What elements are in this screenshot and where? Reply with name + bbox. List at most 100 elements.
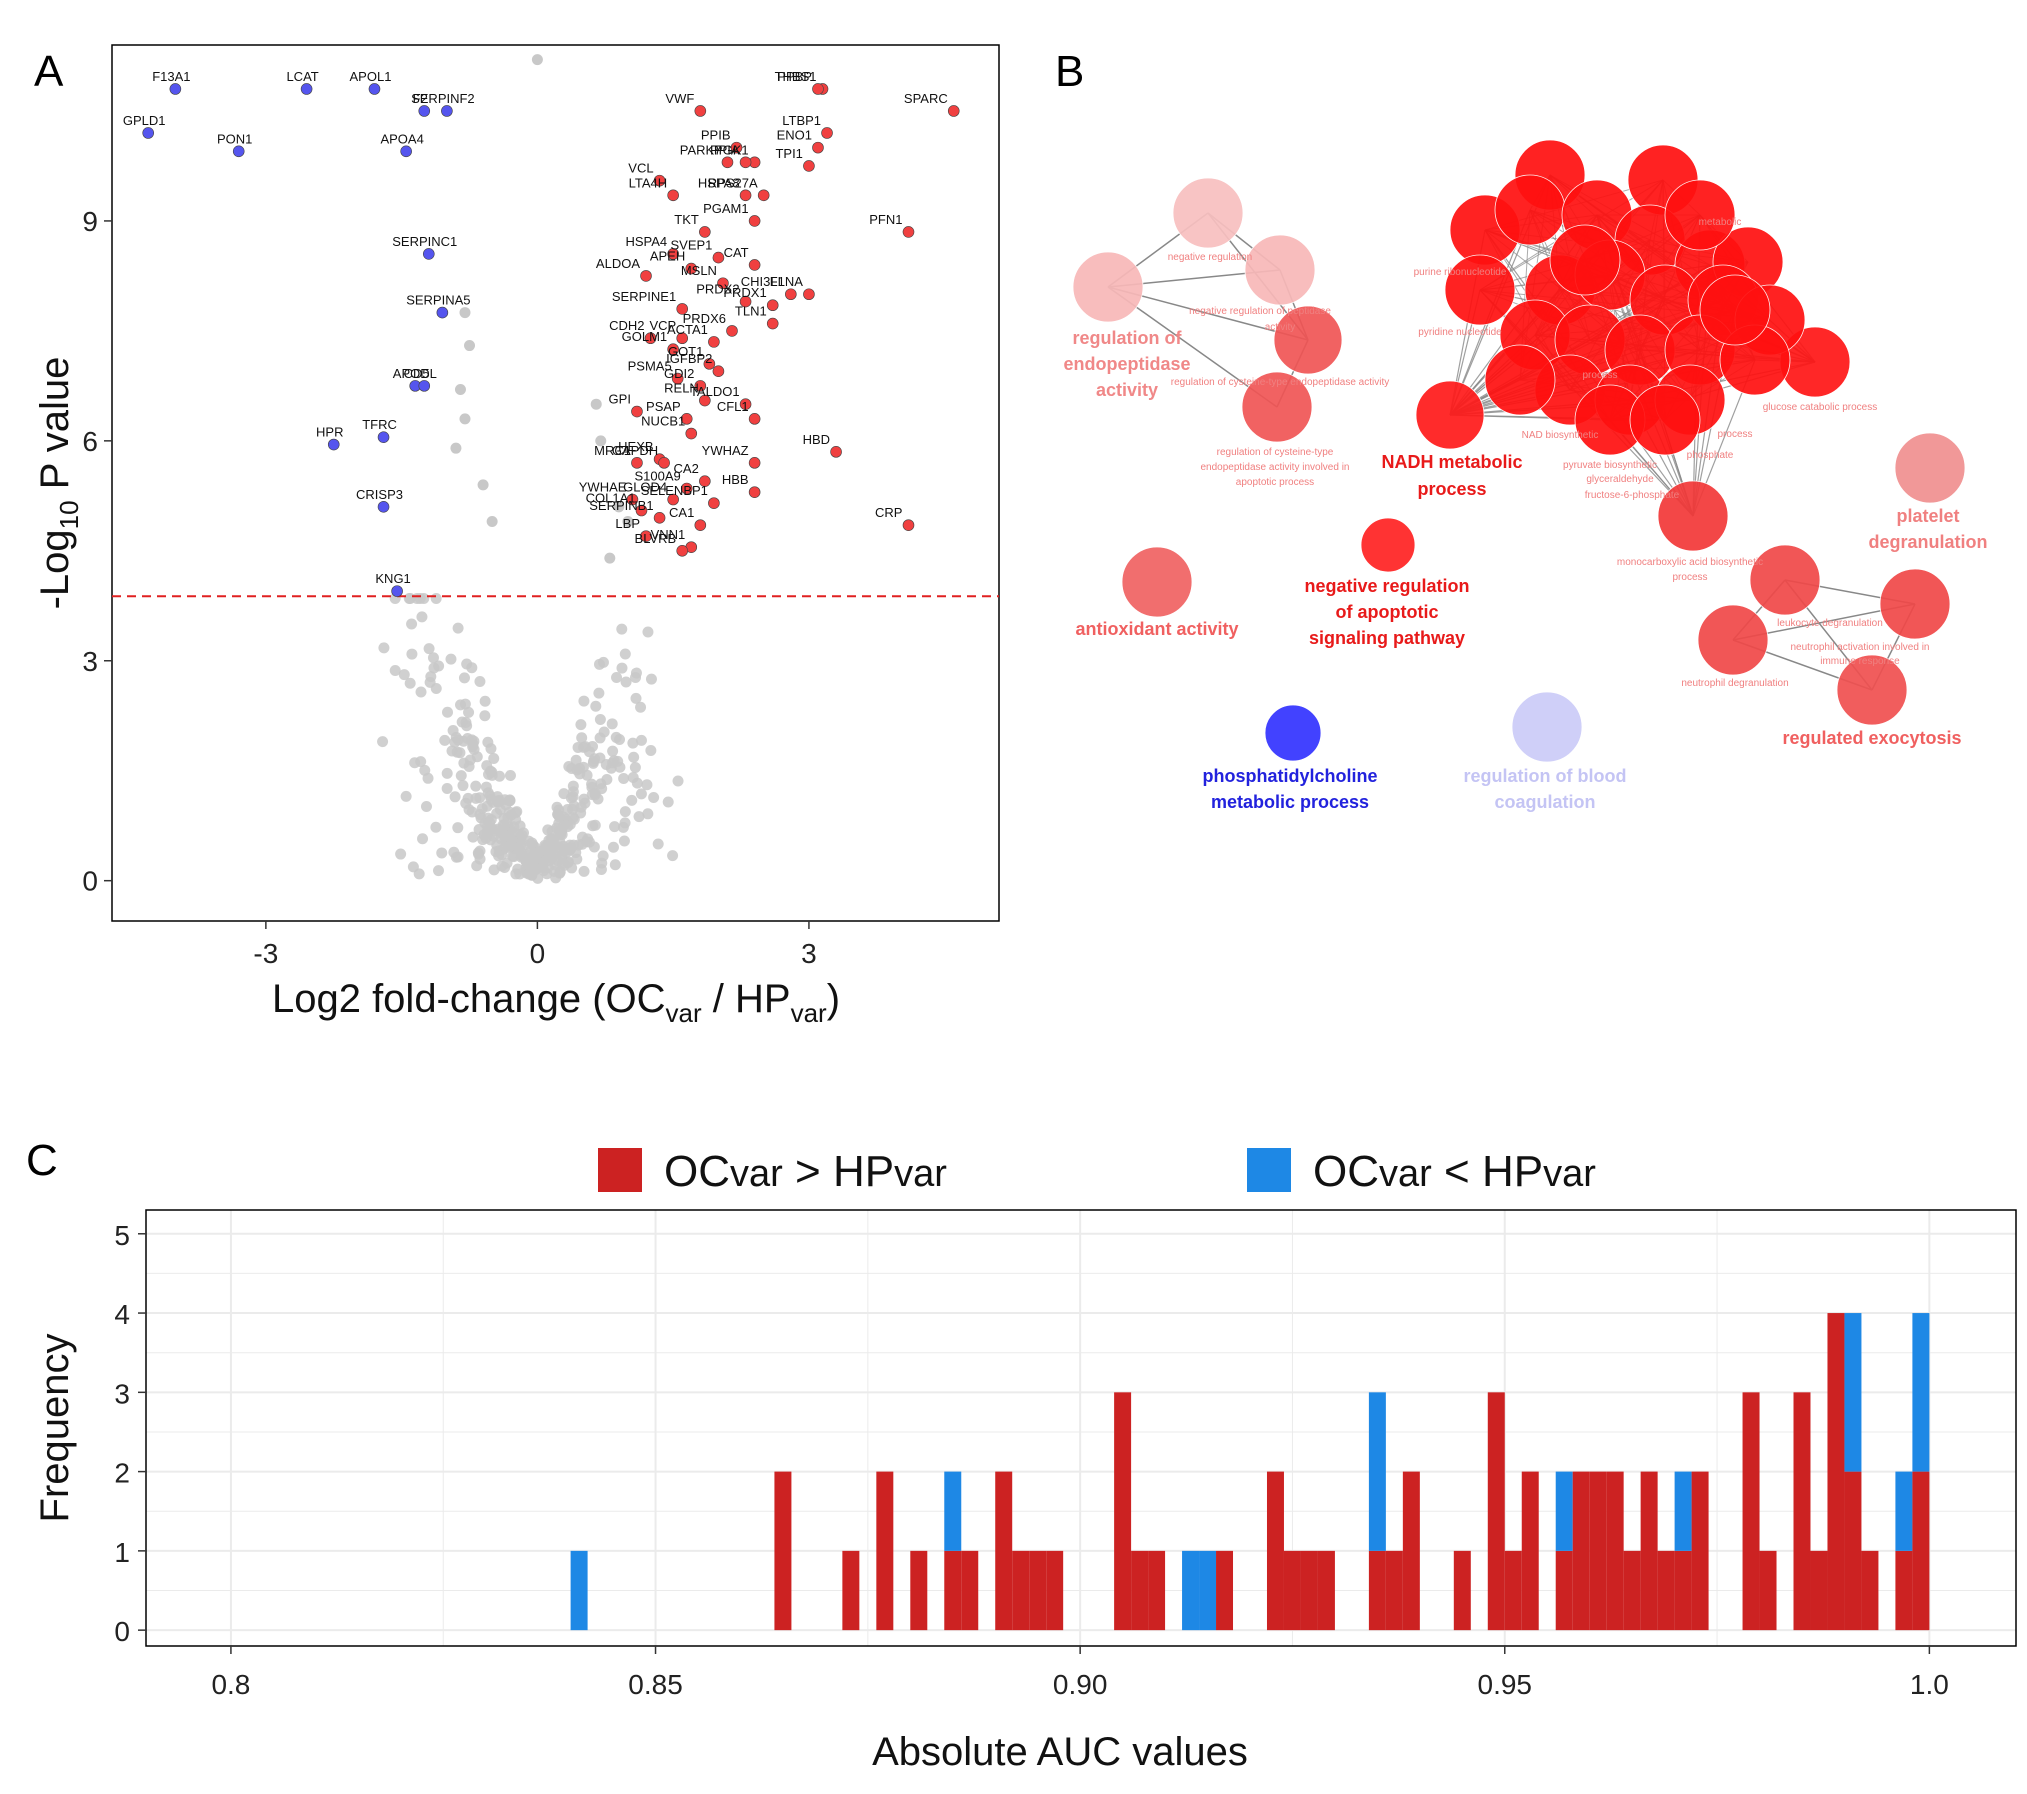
bar-down bbox=[1912, 1313, 1930, 1472]
y-tick-label: 6 bbox=[82, 426, 98, 457]
label-tln1: TLN1 bbox=[735, 304, 767, 319]
label-ca1: CA1 bbox=[669, 505, 694, 520]
legend-down-sub2: var bbox=[1543, 1153, 1596, 1195]
bar-up bbox=[910, 1550, 928, 1631]
ns-point bbox=[441, 783, 453, 795]
label-apoptotic-2: of apoptotic bbox=[1336, 602, 1439, 622]
point-eno1 bbox=[812, 141, 824, 154]
point-psap bbox=[680, 413, 693, 425]
label-vnn1: VNN1 bbox=[651, 527, 686, 542]
bar-down bbox=[1895, 1471, 1913, 1551]
point-ca2 bbox=[699, 475, 711, 487]
ns-point bbox=[514, 868, 526, 880]
ns-point bbox=[404, 677, 416, 689]
legend-down-main: OC bbox=[1313, 1147, 1379, 1196]
small-label-neutro-activation: neutrophil activation involved in bbox=[1791, 642, 1930, 653]
ns-point bbox=[613, 501, 625, 513]
ns-point bbox=[454, 747, 466, 759]
point-cdh2 bbox=[644, 332, 657, 345]
ns-point bbox=[425, 671, 437, 683]
ns-point bbox=[504, 769, 516, 781]
point-tpi1 bbox=[803, 160, 815, 172]
network-node bbox=[1749, 544, 1821, 616]
ns-point bbox=[561, 846, 573, 858]
ns-point bbox=[407, 861, 419, 873]
label-endopeptidase-1: regulation of bbox=[1073, 328, 1183, 348]
ns-point bbox=[575, 801, 587, 813]
label-lcat: LCAT bbox=[286, 69, 318, 84]
panel-a-letter: A bbox=[34, 47, 64, 96]
ns-point bbox=[642, 626, 654, 638]
point-ppbp bbox=[812, 83, 824, 95]
bar-up bbox=[842, 1550, 860, 1631]
small-label-cysteine-1: regulation of cysteine-type endopeptidas… bbox=[1171, 377, 1389, 388]
point-serpinb1 bbox=[653, 512, 666, 524]
legend-swatch-down bbox=[1247, 1148, 1291, 1192]
point-lcat bbox=[300, 83, 313, 95]
bar-up bbox=[1012, 1550, 1030, 1631]
label-glod4: GLOD4 bbox=[623, 479, 667, 494]
small-label-pyruvate: pyruvate biosynthetic bbox=[1563, 460, 1657, 471]
label-hbd: HBD bbox=[803, 432, 830, 447]
ns-point bbox=[430, 821, 442, 833]
bar-up bbox=[1266, 1471, 1284, 1631]
network-node bbox=[1444, 254, 1516, 326]
point-nucb1 bbox=[685, 427, 698, 440]
bar-up bbox=[1895, 1550, 1913, 1631]
label-got1: GOT1 bbox=[668, 344, 703, 359]
point-gpi bbox=[631, 405, 643, 418]
small-label-glyceraldehyde: glyceraldehyde bbox=[1586, 474, 1654, 485]
point-lta4h bbox=[667, 189, 679, 202]
ns-point bbox=[452, 622, 464, 634]
label-pgam1: PGAM1 bbox=[703, 201, 749, 216]
ns-point bbox=[648, 792, 660, 804]
panel-b-letter: B bbox=[1055, 47, 1084, 96]
ns-point bbox=[570, 754, 582, 766]
ns-point bbox=[450, 851, 462, 863]
h-y-tick-label: 3 bbox=[114, 1378, 130, 1409]
bar-up bbox=[1759, 1550, 1777, 1631]
point-rps27a bbox=[757, 189, 770, 202]
point-ca1 bbox=[694, 519, 707, 531]
ns-point bbox=[635, 788, 647, 800]
point-serpinf2 bbox=[441, 105, 453, 117]
ns-point bbox=[553, 811, 565, 823]
ns-point bbox=[378, 642, 390, 654]
label-prdx1: PRDX1 bbox=[723, 285, 766, 300]
ns-point bbox=[470, 792, 482, 804]
ns-point bbox=[430, 592, 442, 604]
label-platelet-1: platelet bbox=[1896, 506, 1959, 526]
ns-point bbox=[604, 552, 616, 564]
ns-point bbox=[588, 841, 600, 853]
point-apoa4 bbox=[400, 145, 412, 158]
ns-point bbox=[619, 648, 631, 660]
ns-point bbox=[400, 790, 412, 802]
y-title-pre: -Log bbox=[33, 529, 77, 609]
label-svep1: SVEP1 bbox=[670, 238, 712, 253]
point-reln bbox=[699, 394, 711, 407]
ns-point bbox=[473, 824, 485, 836]
label-ltbp1: LTBP1 bbox=[782, 113, 821, 128]
y-title-post: P value bbox=[33, 357, 77, 501]
ns-point bbox=[619, 806, 631, 818]
point-hspa8 bbox=[739, 189, 752, 202]
label-hspa4: HSPA4 bbox=[625, 234, 667, 249]
h-y-tick-label: 1 bbox=[114, 1537, 130, 1568]
ns-point bbox=[662, 796, 674, 808]
point-vwf bbox=[694, 105, 707, 117]
point-prdx1 bbox=[766, 299, 779, 312]
network-node bbox=[1664, 179, 1736, 251]
bar-up bbox=[1504, 1550, 1522, 1631]
label-vcp: VCP bbox=[649, 318, 676, 333]
ns-point bbox=[590, 398, 602, 410]
label-aldoa: ALDOA bbox=[596, 256, 640, 271]
label-endopeptidase-2: endopeptidase bbox=[1063, 354, 1190, 374]
label-sparc: SPARC bbox=[904, 91, 948, 106]
bar-up bbox=[1283, 1550, 1301, 1631]
label-reln: RELN bbox=[664, 381, 699, 396]
small-label-cysteine-3: endopeptidase activity involved in bbox=[1201, 462, 1350, 473]
label-pgk1: PGK1 bbox=[714, 142, 749, 157]
network-node bbox=[1172, 177, 1244, 249]
h-y-tick-label: 5 bbox=[114, 1220, 130, 1251]
